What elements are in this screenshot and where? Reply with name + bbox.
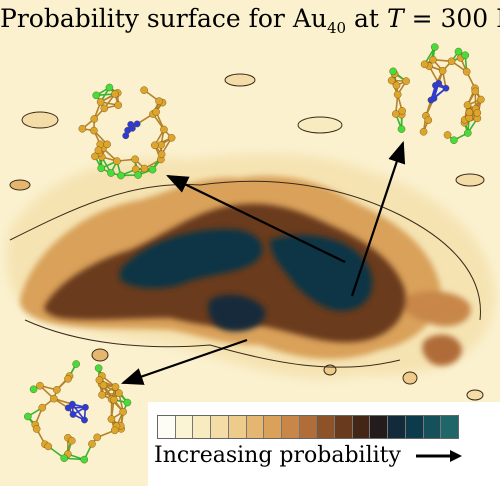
arrows <box>120 140 406 385</box>
colorbar-label: Increasing probability <box>154 443 401 468</box>
cluster-top-right <box>387 43 485 145</box>
contour-islands <box>9 73 485 401</box>
colorbar-swatch <box>370 416 389 438</box>
colorbar-swatch <box>405 416 424 438</box>
cluster-atoms <box>387 43 485 145</box>
cluster-top-left <box>78 83 176 180</box>
colorbar-swatch <box>335 416 353 438</box>
colorbar-swatch <box>281 416 300 438</box>
colorbar-swatch <box>158 416 176 438</box>
probability-colorbar <box>157 415 459 439</box>
colorbar-swatch <box>299 416 318 438</box>
increasing-arrow-icon <box>416 450 462 462</box>
colorbar-swatch <box>228 416 247 438</box>
colorbar-swatch <box>423 416 442 438</box>
colorbar-swatch <box>352 416 371 438</box>
highest-probability-cores <box>120 229 373 332</box>
arrow-to-bottom-left <box>120 338 248 385</box>
colorbar-swatch <box>388 416 406 438</box>
colorbar-swatch <box>317 416 336 438</box>
cluster-atoms <box>24 360 132 464</box>
arrow-to-top-right <box>350 140 406 297</box>
colorbar-swatch <box>441 416 458 438</box>
colorbar-swatch <box>264 416 282 438</box>
colorbar-swatch <box>211 416 229 438</box>
colorbar-swatch <box>193 416 212 438</box>
arrow-to-top-left <box>166 175 346 263</box>
cluster-bottom-left <box>24 360 132 464</box>
colorbar-swatch <box>175 416 194 438</box>
colorbar-swatch <box>246 416 265 438</box>
cluster-atoms <box>78 83 176 180</box>
figure-title: Probability surface for Au40 at T = 300 … <box>0 4 500 37</box>
